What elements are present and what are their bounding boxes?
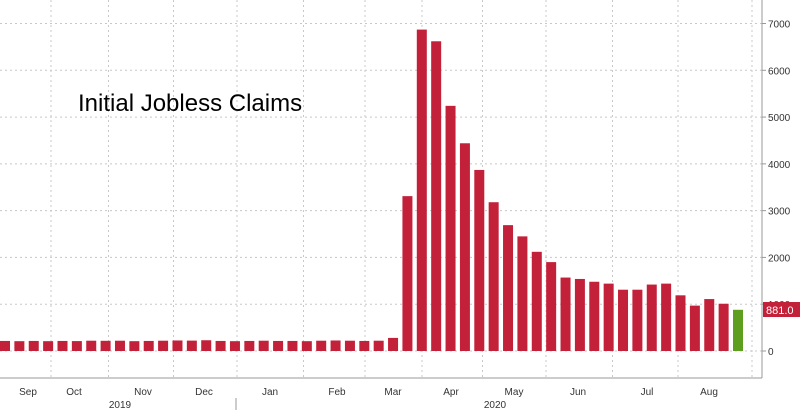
bar <box>0 340 10 351</box>
bar <box>114 340 125 351</box>
x-tick-label: Jan <box>262 387 278 398</box>
bar <box>675 295 686 351</box>
x-axis-ticks: Sep Oct Nov Dec Jan Feb Mar Apr May Jun Jul Aug 2019… <box>0 377 762 410</box>
bar <box>704 299 715 351</box>
bar <box>129 341 140 351</box>
bar <box>388 337 399 351</box>
y-tick-label: 4000 <box>768 160 791 171</box>
y-tick-label: 3000 <box>768 207 791 218</box>
x-tick-label: Feb <box>328 387 346 398</box>
x-year-label: 2020 <box>484 400 507 410</box>
x-year-label: 2019 <box>109 400 132 410</box>
bar <box>28 340 39 351</box>
bar <box>301 341 312 351</box>
bar <box>143 340 154 351</box>
bar <box>344 340 355 351</box>
bar <box>646 284 657 351</box>
bar <box>100 340 111 351</box>
bar <box>172 340 183 351</box>
bar <box>287 340 298 351</box>
bar <box>244 340 255 351</box>
x-tick-label: Sep <box>19 387 37 398</box>
x-tick-label: Mar <box>384 387 402 398</box>
bar <box>546 262 557 351</box>
bar <box>373 340 384 351</box>
bar <box>531 251 542 351</box>
bar <box>589 281 600 351</box>
last-value-badge: 881.0 <box>763 302 800 317</box>
bar <box>517 236 528 351</box>
y-tick-label: 2000 <box>768 253 791 264</box>
bar <box>574 278 585 351</box>
bar <box>689 305 700 351</box>
y-tick-label: 7000 <box>768 20 791 31</box>
bar <box>273 340 284 351</box>
bar <box>445 105 456 351</box>
chart-title: Initial Jobless Claims <box>78 90 302 117</box>
x-tick-label: Apr <box>443 387 459 398</box>
bar <box>258 340 269 351</box>
bar <box>718 303 729 351</box>
bar <box>661 283 672 351</box>
bar <box>330 340 341 351</box>
bar <box>316 340 327 351</box>
x-tick-label: Aug <box>700 387 718 398</box>
bar <box>43 341 54 351</box>
x-tick-label: Nov <box>134 387 152 398</box>
bar <box>71 341 82 351</box>
bar <box>359 340 370 351</box>
bars <box>0 29 743 352</box>
bar <box>201 340 212 351</box>
x-tick-label: Jul <box>641 387 654 398</box>
bar <box>431 41 442 352</box>
bar <box>488 202 499 351</box>
x-tick-label: Jun <box>570 387 586 398</box>
last-value-label: 881.0 <box>766 305 794 317</box>
bar <box>186 340 197 351</box>
bar <box>632 289 643 351</box>
bar <box>57 340 68 351</box>
bar <box>474 169 485 351</box>
bar <box>459 143 470 351</box>
bar <box>402 196 413 351</box>
bar <box>618 289 629 351</box>
x-tick-label: May <box>505 387 524 398</box>
bar <box>503 225 514 351</box>
bar <box>603 283 614 351</box>
x-tick-label: Dec <box>195 387 213 398</box>
y-tick-label: 6000 <box>768 66 791 77</box>
y-tick-label: 0 <box>768 347 774 358</box>
bar <box>86 340 97 351</box>
bar <box>416 29 427 351</box>
x-tick-label: Oct <box>66 387 82 398</box>
bar <box>14 341 25 351</box>
bar <box>158 340 169 351</box>
y-tick-label: 5000 <box>768 113 791 124</box>
bar <box>560 277 571 351</box>
bar-latest <box>733 309 743 351</box>
bar <box>215 340 226 351</box>
bar <box>229 341 240 351</box>
